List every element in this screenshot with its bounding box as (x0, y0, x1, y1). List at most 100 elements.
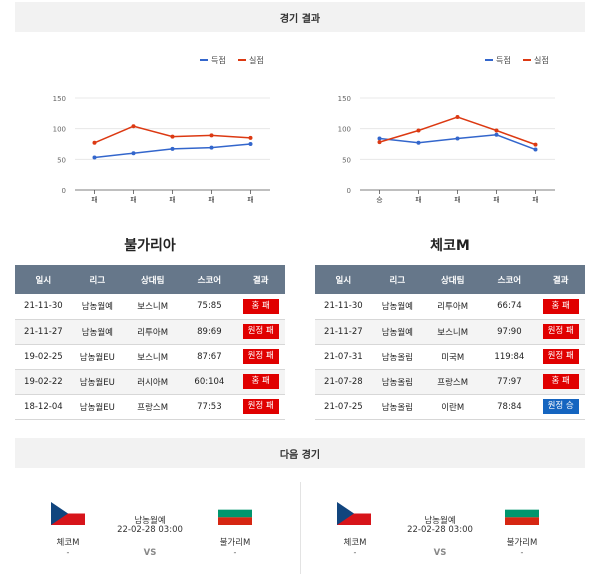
result-badge: 원정 승 (542, 399, 579, 414)
x-tick-label: 패 (532, 195, 538, 204)
cell-date: 19-02-22 (15, 369, 72, 395)
vs-label: VS (143, 548, 157, 558)
next-match-card[interactable]: 체코M - 남농월예 22-02-28 03:00 VS 불가리M - (315, 482, 585, 574)
table-row: 21-07-31 남농올림 미국M 119:84 원정 패 (315, 344, 585, 370)
cell-league: 남농올림 (371, 369, 423, 395)
away-team-sub: - (520, 548, 524, 557)
legend-label: 득점 (211, 55, 226, 65)
cell-opponent: 미국M (422, 344, 483, 370)
away-team-name: 불가리M (506, 538, 538, 548)
cell-opponent: 보스니M (122, 294, 183, 320)
table-row: 21-11-30 남농월예 리투아M 66:74 홈 패 (315, 294, 585, 320)
cell-opponent: 프랑스M (422, 369, 483, 395)
line-chart-czech: 득점 실점 0 50 100 150 승 패 패 패 패 (338, 55, 555, 204)
data-point (377, 140, 382, 145)
cell-score: 87:67 (182, 344, 237, 370)
column-header: 결과 (536, 265, 585, 294)
column-header: 스코어 (482, 265, 537, 294)
cell-date: 21-11-27 (315, 319, 372, 345)
cell-opponent: 이란M (422, 394, 483, 420)
result-badge: 홈 패 (542, 298, 579, 314)
cell-date: 21-07-31 (315, 344, 372, 370)
cell-league: 남농월예 (71, 294, 123, 320)
y-tick-label: 100 (338, 126, 351, 134)
data-point (209, 145, 214, 150)
y-tick-label: 150 (338, 95, 351, 103)
cell-league: 남농월EU (71, 344, 123, 370)
home-team-sub: - (66, 548, 70, 557)
column-header: 결과 (236, 265, 285, 294)
table-row: 21-11-27 남농월예 보스니M 97:90 원정 패 (315, 319, 585, 345)
match-league: 남농월예 (424, 516, 456, 526)
next-match-section-header: 다음 경기 (15, 438, 585, 468)
cell-league: 남농월예 (71, 319, 123, 345)
table-header-row: 일시 리그 상대팀 스코어 결과 (15, 265, 285, 294)
data-point (416, 128, 421, 133)
data-point (131, 124, 136, 129)
cell-result: 홈 패 (536, 369, 585, 395)
table-header-row: 일시 리그 상대팀 스코어 결과 (315, 265, 585, 294)
data-point (494, 128, 499, 133)
home-team-name: 체코M (56, 538, 80, 548)
y-tick-label: 0 (62, 187, 66, 195)
cell-result: 원정 패 (236, 344, 285, 370)
team-title-bulgaria: 불가리아 (124, 238, 176, 254)
cell-result: 홈 패 (536, 294, 585, 320)
match-time: 22-02-28 03:00 (407, 525, 473, 535)
x-tick-label: 승 (376, 196, 383, 204)
cell-score: 60:104 (182, 369, 237, 395)
next-match-card[interactable]: 체코M - 남농월예 22-02-28 03:00 VS 불가리M - (15, 482, 285, 574)
czech-flag-icon (337, 502, 371, 525)
result-badge: 원정 패 (242, 324, 279, 339)
cell-score: 77:97 (482, 369, 537, 395)
x-tick-label: 패 (247, 195, 253, 204)
x-tick-label: 패 (493, 195, 499, 204)
cell-league: 남농월EU (71, 369, 123, 395)
result-badge: 원정 패 (542, 324, 579, 339)
cell-date: 18-12-04 (15, 394, 72, 420)
table-row: 21-11-27 남농월예 리투아M 89:69 원정 패 (15, 319, 285, 345)
result-badge: 원정 패 (242, 349, 279, 364)
cell-date: 21-11-30 (15, 294, 72, 320)
x-tick-label: 패 (208, 195, 214, 204)
data-point (377, 136, 382, 141)
cell-opponent: 프랑스M (122, 394, 183, 420)
table-row: 21-07-25 남농올림 이란M 78:84 원정 승 (315, 394, 585, 420)
vs-label: VS (433, 548, 447, 558)
table-row: 21-07-28 남농올림 프랑스M 77:97 홈 패 (315, 369, 585, 395)
cell-score: 119:84 (482, 344, 537, 370)
chart-czech: 득점 실점 0 50 100 150 승 패 패 패 패 (320, 48, 570, 218)
cell-opponent: 보스니M (122, 344, 183, 370)
result-badge: 원정 패 (542, 349, 579, 364)
table-row: 19-02-22 남농월EU 러시아M 60:104 홈 패 (15, 369, 285, 395)
result-badge: 홈 패 (242, 298, 279, 314)
data-point (533, 147, 538, 152)
data-point (455, 115, 460, 120)
column-header: 리그 (71, 265, 123, 294)
x-tick-label: 패 (415, 195, 421, 204)
x-tick-label: 패 (91, 195, 97, 204)
cell-opponent: 러시아M (122, 369, 183, 395)
x-tick-label: 패 (169, 195, 175, 204)
cell-result: 원정 승 (536, 394, 585, 420)
y-tick-label: 150 (53, 95, 66, 103)
cell-date: 21-07-25 (315, 394, 372, 420)
cell-score: 78:84 (482, 394, 537, 420)
table-row: 21-11-30 남농월예 보스니M 75:85 홈 패 (15, 294, 285, 320)
cell-score: 75:85 (182, 294, 237, 320)
cell-date: 19-02-25 (15, 344, 72, 370)
table-row: 19-02-25 남농월EU 보스니M 87:67 원정 패 (15, 344, 285, 370)
cell-league: 남농월예 (371, 294, 423, 320)
data-point (209, 133, 214, 138)
home-team-sub: - (353, 548, 357, 557)
result-badge: 홈 패 (242, 374, 279, 389)
cell-league: 남농월EU (71, 394, 123, 420)
column-header: 일시 (15, 265, 72, 294)
next-match-title: 다음 경기 (279, 449, 321, 461)
y-tick-label: 50 (342, 156, 351, 164)
column-header: 상대팀 (122, 265, 183, 294)
result-badge: 원정 패 (242, 399, 279, 414)
data-point (494, 132, 499, 137)
away-team-name: 불가리M (219, 538, 251, 548)
home-team-name: 체코M (343, 538, 367, 548)
